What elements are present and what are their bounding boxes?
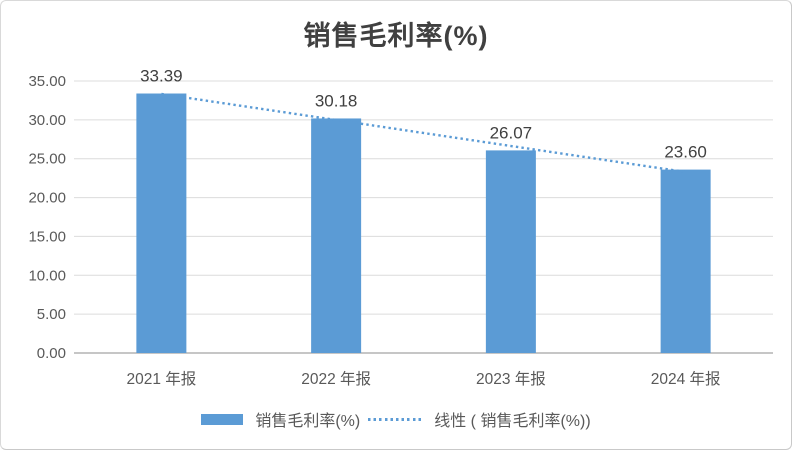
- chart-title: 销售毛利率(%): [303, 21, 489, 51]
- legend-trendline-swatch: [368, 417, 425, 421]
- x-axis-category-label: 2021 年报: [126, 370, 196, 388]
- bar-data-label: 26.07: [490, 123, 533, 142]
- x-axis-category-label: 2022 年报: [301, 370, 371, 388]
- legend-bar-swatch: [201, 413, 244, 425]
- y-axis-tick-label: 0.00: [37, 345, 66, 362]
- bar-data-label: 33.39: [140, 67, 183, 86]
- bar: [311, 118, 362, 353]
- bar: [660, 169, 711, 353]
- y-axis-tick-label: 35.00: [28, 73, 66, 90]
- x-axis-category-label: 2024 年报: [651, 370, 721, 388]
- bar-data-label: 30.18: [315, 91, 358, 110]
- legend-trendline-label: 线性 ( 销售毛利率(%)): [434, 413, 591, 430]
- plot-area: 0.00 5.00 10.00 15.00 20.00 25.00 30.00 35.00 33…: [28, 67, 773, 388]
- y-axis-tick-label: 25.00: [28, 151, 66, 168]
- y-axis-tick-label: 15.00: [28, 228, 66, 245]
- y-axis-tick-label: 5.00: [37, 306, 66, 323]
- y-axis-tick-label: 10.00: [28, 267, 66, 284]
- y-axis-tick-label: 20.00: [28, 190, 66, 207]
- bar: [485, 150, 536, 353]
- trendline: [161, 92, 686, 174]
- x-axis-category-label: 2023 年报: [476, 370, 546, 388]
- bar-data-label: 23.60: [664, 143, 707, 162]
- y-axis-tick-label: 30.00: [28, 112, 66, 129]
- legend: 销售毛利率(%) 线性 ( 销售毛利率(%)): [1, 405, 791, 433]
- bar: [136, 93, 187, 354]
- legend-series-label: 销售毛利率(%): [255, 413, 361, 430]
